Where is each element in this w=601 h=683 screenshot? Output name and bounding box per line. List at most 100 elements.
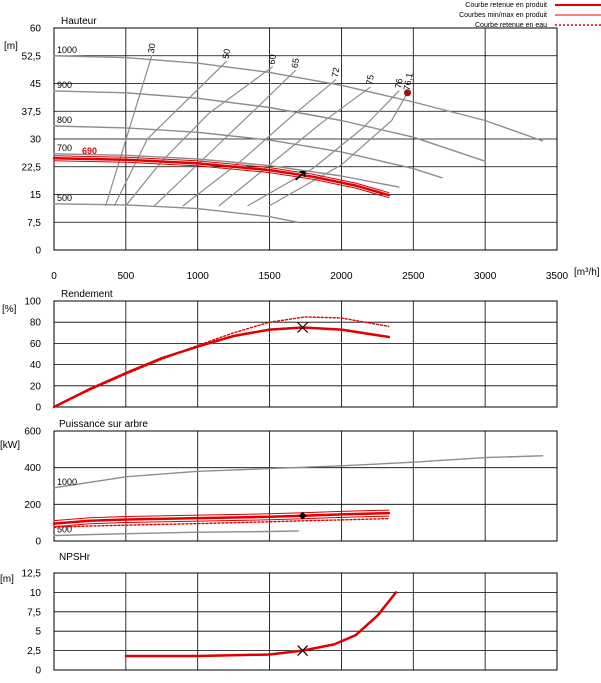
head-efficiency-label-76: 76 bbox=[393, 78, 405, 90]
efficiency-y-unit: [%] bbox=[2, 304, 17, 315]
legend-label-retenue-produit: Courbe retenue en produit bbox=[465, 2, 547, 9]
head-y-tick-label: 7,5 bbox=[27, 218, 41, 229]
legend: Courbe retenue en produit Courbes min/ma… bbox=[459, 2, 601, 29]
npshr-plot-frame bbox=[53, 572, 558, 671]
power-series-solid-thick bbox=[52, 511, 391, 525]
head-impeller-label-800: 800 bbox=[57, 115, 72, 125]
efficiency-curves bbox=[52, 316, 391, 409]
efficiency-plot-frame bbox=[53, 300, 558, 408]
power-impeller-label-1000: 1000 bbox=[57, 477, 77, 487]
head-impeller-curve-1000 bbox=[53, 55, 544, 142]
head-efficiency-label-76,1: 76,1 bbox=[402, 72, 415, 91]
head-impeller-label-500: 500 bbox=[57, 193, 72, 203]
npshr-y-tick-label: 5 bbox=[35, 627, 41, 638]
head-efficiency-line-76,1 bbox=[269, 92, 409, 207]
head-efficiency-line-76 bbox=[247, 90, 400, 207]
npshr-series-solid-thick bbox=[124, 591, 398, 658]
head-bep-marker bbox=[404, 89, 412, 97]
head-efficiency-line-72 bbox=[182, 79, 337, 207]
power-impeller-label-500: 500 bbox=[57, 525, 72, 535]
npshr-grid bbox=[53, 572, 558, 671]
npshr-y-tick-label: 10 bbox=[30, 588, 42, 599]
head-selected-curve-max bbox=[53, 160, 390, 199]
efficiency-y-tick-label: 0 bbox=[35, 403, 41, 414]
head-x-unit: [m³/h] bbox=[574, 267, 600, 278]
efficiency-chart-title: Rendement bbox=[61, 289, 113, 300]
head-selected-curve-label: 690 bbox=[82, 146, 97, 156]
power-series-min bbox=[53, 515, 390, 528]
head-efficiency-label-60: 60 bbox=[267, 54, 279, 66]
head-efficiency-label-75: 75 bbox=[364, 74, 376, 86]
npshr-y-unit: [m] bbox=[0, 574, 14, 585]
power-y-tick-label: 200 bbox=[24, 500, 41, 511]
head-y-tick-label: 15 bbox=[30, 190, 42, 201]
npshr-y-tick-label: 7,5 bbox=[27, 607, 41, 618]
head-efficiency-label-30: 30 bbox=[146, 42, 158, 54]
head-x-tick-label: 2000 bbox=[330, 271, 353, 282]
power-y-unit: [kW] bbox=[0, 440, 20, 451]
head-x-ticks: 0 500 1000 1500 2000 2500 3000 3500 bbox=[51, 271, 568, 282]
efficiency-operating-point-marker bbox=[297, 322, 309, 333]
power-operating-point-marker bbox=[298, 511, 307, 520]
head-y-tick-label: 52,5 bbox=[22, 51, 42, 62]
head-x-tick-label: 2500 bbox=[402, 271, 425, 282]
power-impeller-curve-1000 bbox=[53, 455, 544, 489]
head-efficiency-label-72: 72 bbox=[330, 67, 342, 79]
efficiency-series-dotted bbox=[53, 316, 390, 408]
power-y-ticks: 0 200 400 600 bbox=[24, 427, 41, 548]
legend-label-retenue-eau: Courbe retenue en eau bbox=[475, 22, 547, 29]
efficiency-y-tick-label: 100 bbox=[24, 297, 41, 308]
head-impeller-curve-900 bbox=[53, 90, 486, 162]
head-y-tick-label: 30 bbox=[30, 135, 42, 146]
head-y-ticks: 0 7,5 15 22,5 30 37,5 45 52,5 60 bbox=[22, 24, 42, 257]
npshr-chart-title: NPSHr bbox=[59, 552, 91, 563]
head-x-tick-label: 500 bbox=[118, 271, 135, 282]
head-y-tick-label: 22,5 bbox=[22, 162, 42, 173]
head-efficiency-line-60 bbox=[125, 66, 273, 207]
head-operating-point-arrow bbox=[295, 170, 306, 181]
head-impeller-label-900: 900 bbox=[57, 80, 72, 90]
head-efficiency-line-30 bbox=[105, 55, 153, 207]
head-impeller-label-700: 700 bbox=[57, 143, 72, 153]
head-efficiency-label-65: 65 bbox=[290, 57, 302, 69]
npshr-y-tick-label: 2,5 bbox=[27, 646, 41, 657]
head-y-unit: [m] bbox=[4, 41, 18, 52]
power-curves: 1000 500 bbox=[52, 455, 544, 537]
head-efficiency-line-75 bbox=[218, 86, 371, 207]
head-chart-title: Hauteur bbox=[61, 16, 97, 27]
head-y-tick-label: 45 bbox=[30, 79, 42, 90]
head-impeller-curve-500 bbox=[53, 203, 299, 224]
efficiency-grid bbox=[53, 300, 558, 408]
head-x-tick-label: 3500 bbox=[546, 271, 569, 282]
power-y-tick-label: 600 bbox=[24, 427, 41, 438]
head-selected-curve-min bbox=[53, 155, 390, 194]
power-series-dotted bbox=[53, 517, 390, 528]
power-y-tick-label: 0 bbox=[35, 537, 41, 548]
head-efficiency-line-65 bbox=[154, 69, 296, 207]
power-chart: Puissance sur arbre [kW] 0 200 400 600 1000… bbox=[0, 419, 558, 548]
head-x-tick-label: 1000 bbox=[187, 271, 210, 282]
head-x-tick-label: 0 bbox=[51, 271, 57, 282]
npshr-y-tick-label: 0 bbox=[35, 666, 41, 677]
npshr-curves bbox=[124, 591, 398, 658]
head-x-tick-label: 1500 bbox=[258, 271, 281, 282]
power-plot-frame bbox=[53, 430, 558, 542]
head-chart: Hauteur [m] [m³/h] 0 7,5 15 22,5 30 37,5 45 52,… bbox=[4, 16, 600, 282]
npshr-y-ticks: 0 2,5 5 7,5 10 12,5 bbox=[22, 569, 42, 677]
head-impeller-label-1000: 1000 bbox=[57, 45, 77, 55]
legend-label-minmax-produit: Courbes min/max en produit bbox=[459, 12, 547, 19]
power-y-tick-label: 400 bbox=[24, 463, 41, 474]
efficiency-y-tick-label: 60 bbox=[30, 339, 42, 350]
head-x-tick-label: 3000 bbox=[474, 271, 497, 282]
npshr-chart: NPSHr [m] 0 2,5 5 7,5 10 12,5 bbox=[0, 552, 558, 677]
power-grid bbox=[53, 430, 558, 542]
efficiency-y-tick-label: 80 bbox=[30, 318, 42, 329]
head-y-tick-label: 0 bbox=[35, 246, 41, 257]
head-impeller-curve-800 bbox=[53, 125, 443, 179]
npshr-operating-point-marker bbox=[297, 645, 309, 657]
npshr-y-tick-label: 12,5 bbox=[22, 569, 42, 580]
power-series-max bbox=[53, 509, 390, 522]
power-chart-title: Puissance sur arbre bbox=[59, 419, 148, 430]
efficiency-y-tick-label: 20 bbox=[30, 381, 42, 392]
